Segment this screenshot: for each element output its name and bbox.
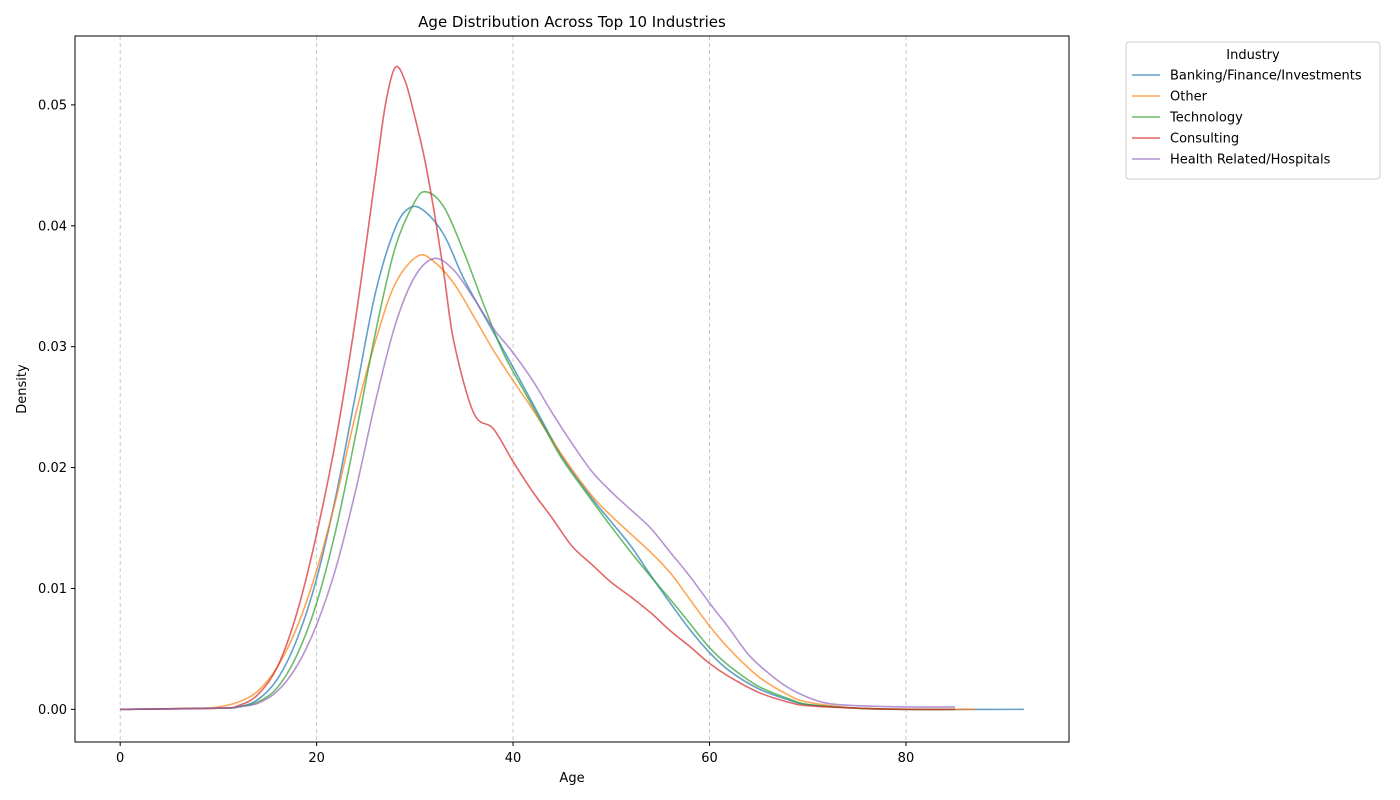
x-tick-label: 20: [308, 751, 325, 766]
x-axis-title: Age: [559, 771, 584, 786]
legend-label: Health Related/Hospitals: [1170, 153, 1331, 168]
legend-item: Banking/Finance/Investments: [1132, 69, 1362, 84]
plot-frame: [74, 35, 1070, 743]
y-tick-label: 0.03: [38, 340, 67, 355]
legend-item: Technology: [1132, 111, 1243, 126]
x-tick-label: 60: [701, 751, 718, 766]
series-line-health-related-hospitals: [120, 257, 956, 711]
series-line-consulting: [120, 65, 956, 711]
legend-box: [1125, 41, 1381, 180]
legend-label: Technology: [1169, 111, 1243, 126]
legend-label: Consulting: [1170, 132, 1239, 147]
y-tick-label: 0.02: [38, 461, 67, 476]
x-gridlines: [119, 36, 907, 742]
axis-ticks: 0 20 40 60 80 0.00 0.01 0.02 0.03 0.04 0.05: [38, 98, 914, 766]
legend-item: Health Related/Hospitals: [1132, 153, 1331, 168]
series-line-technology: [120, 190, 956, 711]
series-line-other: [120, 253, 975, 711]
legend-item: Other: [1132, 90, 1208, 105]
series-line-banking-finance-investments: [120, 205, 1024, 711]
series-lines: [120, 65, 1024, 711]
y-tick-label: 0.04: [38, 219, 67, 234]
y-axis-title: Density: [15, 364, 30, 414]
x-tick-label: 80: [898, 751, 915, 766]
x-tick-label: 0: [116, 751, 124, 766]
chart-title: Age Distribution Across Top 10 Industrie…: [418, 13, 726, 31]
legend-item: Consulting: [1132, 132, 1239, 147]
y-tick-label: 0.05: [38, 98, 67, 113]
legend: Industry Banking/Finance/Investments Othe…: [1125, 41, 1381, 180]
y-tick-label: 0.01: [38, 582, 67, 597]
x-tick-label: 40: [505, 751, 522, 766]
legend-title: Industry: [1226, 48, 1280, 63]
legend-items: Banking/Finance/Investments Other Technolo…: [1132, 69, 1362, 168]
y-tick-label: 0.00: [38, 703, 67, 718]
legend-label: Banking/Finance/Investments: [1170, 69, 1362, 84]
legend-label: Other: [1170, 90, 1208, 105]
